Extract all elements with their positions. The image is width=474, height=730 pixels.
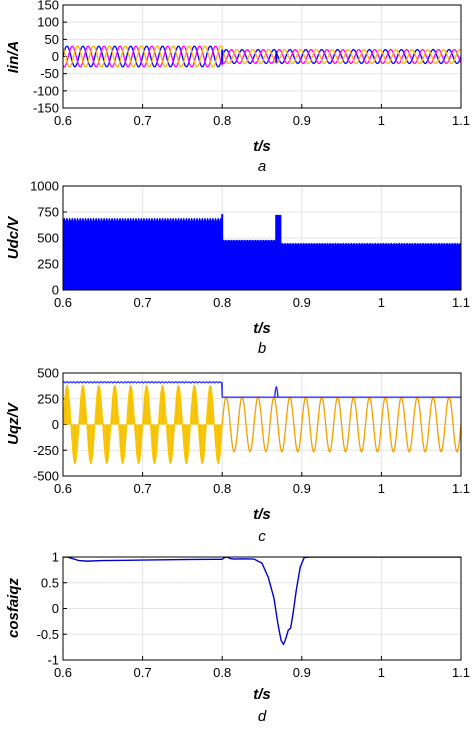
y-tick-label: -50 — [40, 66, 59, 81]
axes-frame — [62, 556, 462, 661]
x-tick-label: 1.1 — [452, 113, 470, 128]
y-tick-label: 250 — [37, 391, 59, 406]
x-axis-label: t/s — [253, 686, 271, 703]
x-tick-label: 0.9 — [293, 113, 311, 128]
y-tick-label: 750 — [37, 205, 59, 220]
x-tick-label: 0.7 — [134, 481, 152, 496]
x-tick-label: 0.6 — [54, 665, 72, 680]
y-axis-label: cosfaiqz — [5, 577, 22, 638]
y-tick-label: -100 — [33, 83, 59, 98]
dc-link-spike — [273, 385, 279, 398]
chart-d: 0.6 0.7 0.8 0.9 1 1.1 1 0.5 0 -0.5 -1 t/s cosfaiqz d — [5, 550, 470, 726]
x-tick-label: 1 — [378, 481, 385, 496]
x-tick-label: 0.6 — [54, 113, 72, 128]
y-tick-label: -250 — [33, 443, 59, 458]
y-tick-label: 0 — [52, 283, 59, 298]
y-tick-label: 100 — [37, 15, 59, 30]
x-tick-label: 1 — [378, 113, 385, 128]
axes-frame — [62, 185, 462, 291]
plot-content — [63, 45, 461, 68]
chart-a: 0.6 0.7 0.8 0.9 1 1.1 150 100 50 0 -50 -100 -150 t/s I… — [5, 0, 470, 175]
x-tick-label: 0.8 — [213, 481, 231, 496]
y-tick-label: -150 — [33, 101, 59, 116]
y-tick-label: -0.5 — [37, 627, 59, 642]
x-tick-label: 0.9 — [293, 665, 311, 680]
x-tick-label: 1.1 — [452, 481, 470, 496]
series-phase-A — [63, 45, 461, 68]
x-axis-label: t/s — [253, 320, 271, 337]
series-phase-C — [63, 45, 461, 68]
panel-caption: d — [258, 708, 267, 725]
x-tick-label: 0.8 — [213, 665, 231, 680]
x-axis-label: t/s — [253, 506, 271, 523]
power-factor-line — [63, 557, 461, 646]
plot-content — [63, 380, 461, 465]
x-tick-label: 0.7 — [134, 113, 152, 128]
x-tick-label: 0.6 — [54, 295, 72, 310]
y-tick-label: 250 — [37, 257, 59, 272]
y-tick-label: 150 — [37, 0, 59, 13]
dc-link-line — [63, 380, 461, 398]
x-tick-label: 1.1 — [452, 665, 470, 680]
plot-content — [63, 557, 461, 646]
chart-b: 0.6 0.7 0.8 0.9 1 1.1 1000 750 500 250 0 t/s Udc/V b — [5, 179, 470, 358]
y-tick-label: 0.5 — [41, 575, 59, 590]
x-axis-label: t/s — [253, 138, 271, 155]
y-tick-label: 50 — [45, 32, 59, 47]
y-tick-label: 1000 — [30, 179, 59, 194]
y-tick-label: 500 — [37, 231, 59, 246]
y-tick-label: 0 — [52, 49, 59, 64]
axes-frame — [62, 372, 462, 477]
x-tick-label: 0.9 — [293, 481, 311, 496]
panel-caption: c — [258, 528, 266, 545]
x-tick-label: 0.8 — [213, 295, 231, 310]
x-tick-label: 0.9 — [293, 295, 311, 310]
y-tick-label: -500 — [33, 469, 59, 484]
y-tick-label: 500 — [37, 366, 59, 381]
panel-caption: b — [258, 340, 266, 357]
series-phase-B — [63, 45, 461, 68]
y-axis-label: Uqz/V — [5, 401, 22, 445]
x-tick-label: 0.7 — [134, 665, 152, 680]
y-tick-label: 0 — [52, 601, 59, 616]
axes-frame — [62, 4, 462, 109]
y-tick-label: 1 — [52, 550, 59, 565]
output-voltage-after-line — [221, 396, 461, 453]
plot-content — [63, 214, 461, 290]
x-tick-label: 0.8 — [213, 113, 231, 128]
panel-caption: a — [258, 158, 266, 175]
dc-voltage-area — [63, 214, 461, 290]
x-tick-label: 1.1 — [452, 295, 470, 310]
y-tick-label: 0 — [52, 417, 59, 432]
chart-c: 0.6 0.7 0.8 0.9 1 1.1 500 250 0 -250 -500 t/s Uqz/V c — [5, 366, 470, 546]
y-axis-label: Udc/V — [5, 215, 22, 260]
x-tick-label: 0.6 — [54, 481, 72, 496]
y-axis-label: Iin/A — [5, 41, 22, 74]
y-tick-label: -1 — [47, 653, 59, 668]
x-tick-label: 1 — [378, 665, 385, 680]
x-tick-label: 0.7 — [134, 295, 152, 310]
x-tick-label: 1 — [378, 295, 385, 310]
